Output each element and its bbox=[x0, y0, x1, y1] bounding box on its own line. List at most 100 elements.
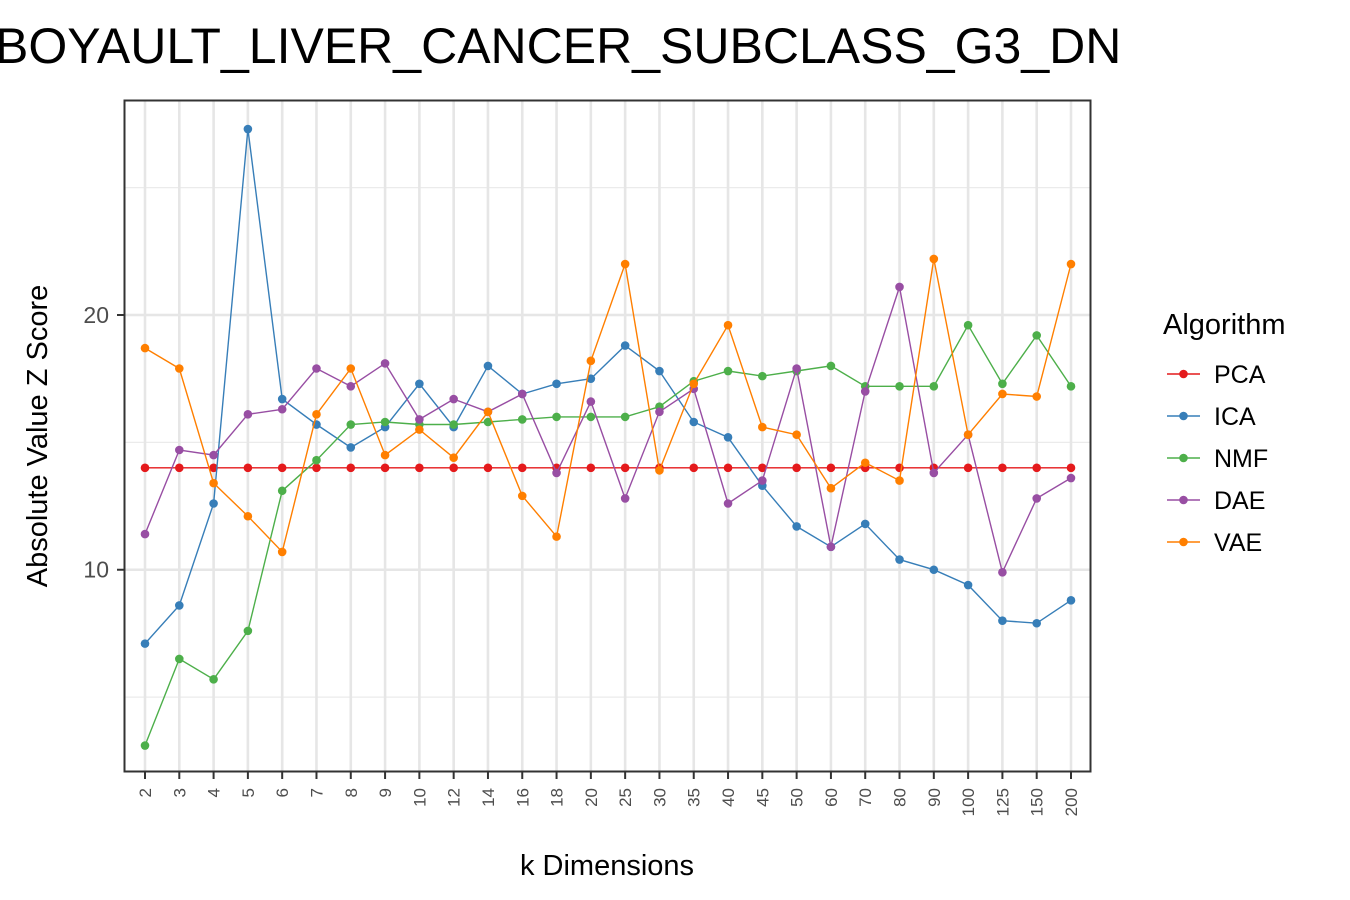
x-axis-title: k Dimensions bbox=[520, 850, 694, 882]
point-dae bbox=[552, 468, 561, 478]
x-tick-label: 90 bbox=[925, 788, 944, 807]
point-dae bbox=[380, 359, 390, 368]
point-pca bbox=[209, 463, 218, 473]
point-ica bbox=[174, 601, 184, 610]
x-tick-label: 200 bbox=[1062, 788, 1081, 816]
point-nmf bbox=[963, 320, 973, 330]
point-nmf bbox=[1066, 382, 1076, 391]
point-pca bbox=[689, 463, 699, 473]
point-nmf bbox=[826, 361, 836, 371]
x-tick-label: 16 bbox=[513, 788, 532, 807]
x-tick-label: 4 bbox=[205, 788, 224, 797]
series-lines bbox=[140, 124, 1076, 750]
point-vae bbox=[380, 450, 390, 460]
point-dae bbox=[312, 364, 321, 373]
series-line-nmf bbox=[144, 323, 1072, 746]
point-ica bbox=[620, 341, 630, 350]
point-vae bbox=[826, 483, 836, 493]
x-tick-label: 9 bbox=[376, 788, 395, 797]
point-ica bbox=[586, 374, 596, 383]
point-pca bbox=[758, 463, 767, 473]
point-pca bbox=[140, 463, 150, 473]
point-nmf bbox=[346, 420, 356, 429]
point-vae bbox=[895, 476, 904, 485]
point-dae bbox=[1066, 473, 1076, 483]
point-vae bbox=[415, 425, 424, 434]
x-tick-label: 40 bbox=[719, 788, 738, 807]
point-dae bbox=[140, 529, 150, 539]
x-tick-label: 50 bbox=[788, 788, 807, 807]
point-nmf bbox=[140, 741, 150, 750]
legend-label-ica: ICA bbox=[1214, 403, 1256, 431]
point-vae bbox=[243, 511, 253, 521]
chart-title: BOYAULT_LIVER_CANCER_SUBCLASS_G3_DN bbox=[0, 18, 1121, 74]
point-pca bbox=[963, 463, 973, 473]
x-tick-label: 35 bbox=[685, 788, 704, 807]
point-nmf bbox=[1032, 331, 1042, 340]
point-dae bbox=[895, 282, 904, 292]
legend-key-point-nmf bbox=[1179, 453, 1188, 463]
point-ica bbox=[963, 580, 973, 590]
point-ica bbox=[723, 432, 733, 442]
grid bbox=[125, 101, 1090, 771]
series-line-dae bbox=[144, 286, 1072, 575]
point-ica bbox=[929, 565, 939, 575]
point-vae bbox=[723, 320, 733, 330]
y-axis-title: Absolute Value Z Score bbox=[22, 285, 54, 588]
legend-label-pca: PCA bbox=[1214, 361, 1266, 389]
point-vae bbox=[277, 547, 287, 557]
x-tick-label: 30 bbox=[650, 788, 669, 807]
point-dae bbox=[758, 476, 767, 485]
point-pca bbox=[1066, 463, 1076, 473]
point-vae bbox=[552, 532, 561, 541]
point-vae bbox=[312, 410, 321, 419]
point-ica bbox=[655, 366, 664, 376]
point-dae bbox=[277, 404, 287, 414]
point-dae bbox=[346, 382, 356, 391]
point-pca bbox=[346, 463, 356, 473]
point-ica bbox=[860, 519, 870, 529]
point-ica bbox=[998, 616, 1007, 625]
point-vae bbox=[963, 430, 973, 440]
point-vae bbox=[620, 259, 630, 269]
point-dae bbox=[792, 364, 801, 373]
point-nmf bbox=[929, 382, 939, 391]
point-ica bbox=[243, 124, 253, 134]
x-tick-label: 20 bbox=[582, 788, 601, 807]
point-pca bbox=[998, 463, 1007, 473]
point-pca bbox=[1032, 463, 1042, 473]
point-dae bbox=[826, 542, 836, 552]
point-dae bbox=[586, 397, 596, 406]
point-dae bbox=[860, 387, 870, 396]
point-vae bbox=[449, 453, 458, 462]
point-nmf bbox=[586, 412, 596, 422]
point-pca bbox=[277, 463, 287, 473]
point-pca bbox=[243, 463, 253, 473]
point-pca bbox=[483, 463, 493, 473]
point-pca bbox=[792, 463, 801, 473]
point-dae bbox=[929, 468, 939, 478]
legend-key-point-vae bbox=[1179, 537, 1188, 547]
x-tick-label: 8 bbox=[342, 788, 361, 797]
point-dae bbox=[723, 499, 733, 508]
legend-label-nmf: NMF bbox=[1214, 445, 1268, 473]
legend: Algorithm PCA ICA NMF DAE VAE bbox=[1163, 309, 1286, 557]
point-dae bbox=[998, 567, 1007, 577]
point-nmf bbox=[552, 412, 561, 422]
legend-key-point-ica bbox=[1179, 411, 1188, 421]
point-ica bbox=[1066, 596, 1076, 605]
x-axis: 2 3 4 5 6 7 8 9 10 12 14 16 18 20 25 30 35 40 45 50 60 70 80 90… bbox=[136, 772, 1081, 816]
point-dae bbox=[1032, 494, 1042, 503]
point-vae bbox=[758, 422, 767, 432]
point-vae bbox=[655, 466, 664, 475]
x-tick-label: 25 bbox=[616, 788, 635, 807]
legend-key-point-pca bbox=[1179, 369, 1188, 379]
point-ica bbox=[346, 443, 356, 452]
point-pca bbox=[586, 463, 596, 473]
x-tick-label: 5 bbox=[239, 788, 258, 797]
point-pca bbox=[620, 463, 630, 473]
point-ica bbox=[483, 361, 493, 371]
point-vae bbox=[586, 356, 596, 366]
y-tick-label: 10 bbox=[83, 557, 109, 583]
